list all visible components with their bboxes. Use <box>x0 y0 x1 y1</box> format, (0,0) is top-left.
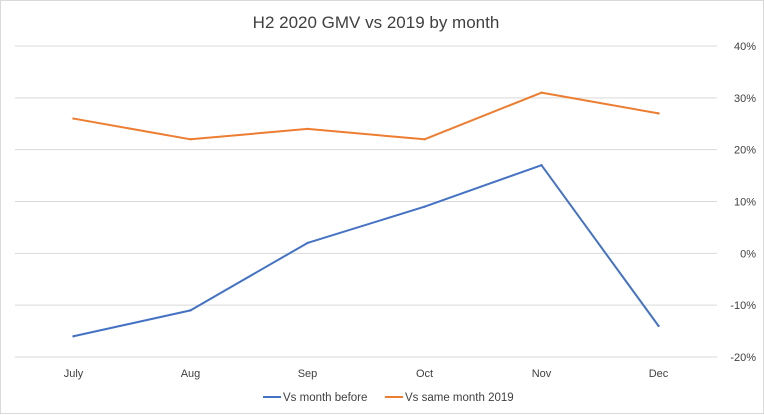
y-tick-label: 40% <box>734 41 756 53</box>
x-tick-label: Dec <box>649 368 669 380</box>
y-tick-label: -10% <box>730 300 756 312</box>
series-line <box>72 164 660 338</box>
y-tick-label: -20% <box>730 352 756 364</box>
data-point <box>540 91 543 94</box>
data-point <box>189 309 192 312</box>
x-tick-label: Sep <box>298 368 318 380</box>
legend: Vs month before Vs same month 2019 <box>263 392 514 404</box>
y-tick-label: 30% <box>734 93 756 105</box>
chart-title: H2 2020 GMV vs 2019 by month <box>253 13 500 32</box>
data-point <box>306 127 309 131</box>
series-lines <box>72 91 660 338</box>
x-tick-label: July <box>64 368 84 380</box>
y-tick-label: 0% <box>740 248 756 260</box>
y-tick-label: 10% <box>734 197 756 209</box>
legend-label: Vs same month 2019 <box>405 392 514 404</box>
data-point <box>423 138 426 141</box>
data-point <box>72 335 75 338</box>
series-line <box>72 91 660 141</box>
x-tick-label: Nov <box>532 368 552 380</box>
data-point <box>540 164 543 167</box>
legend-label: Vs month before <box>283 392 367 404</box>
data-point <box>657 324 660 328</box>
y-axis-tick-labels: 40% 30% 20% 10% 0% -10% -20% <box>730 41 756 364</box>
data-point <box>72 117 75 120</box>
data-point <box>306 241 309 245</box>
x-axis-tick-labels: July Aug Sep Oct Nov Dec <box>64 368 669 380</box>
data-point <box>189 138 192 141</box>
x-tick-label: Oct <box>416 368 433 380</box>
data-point <box>657 112 660 115</box>
y-tick-label: 20% <box>734 145 756 157</box>
data-point <box>423 205 426 208</box>
x-tick-label: Aug <box>181 368 201 380</box>
gridlines <box>15 45 717 358</box>
